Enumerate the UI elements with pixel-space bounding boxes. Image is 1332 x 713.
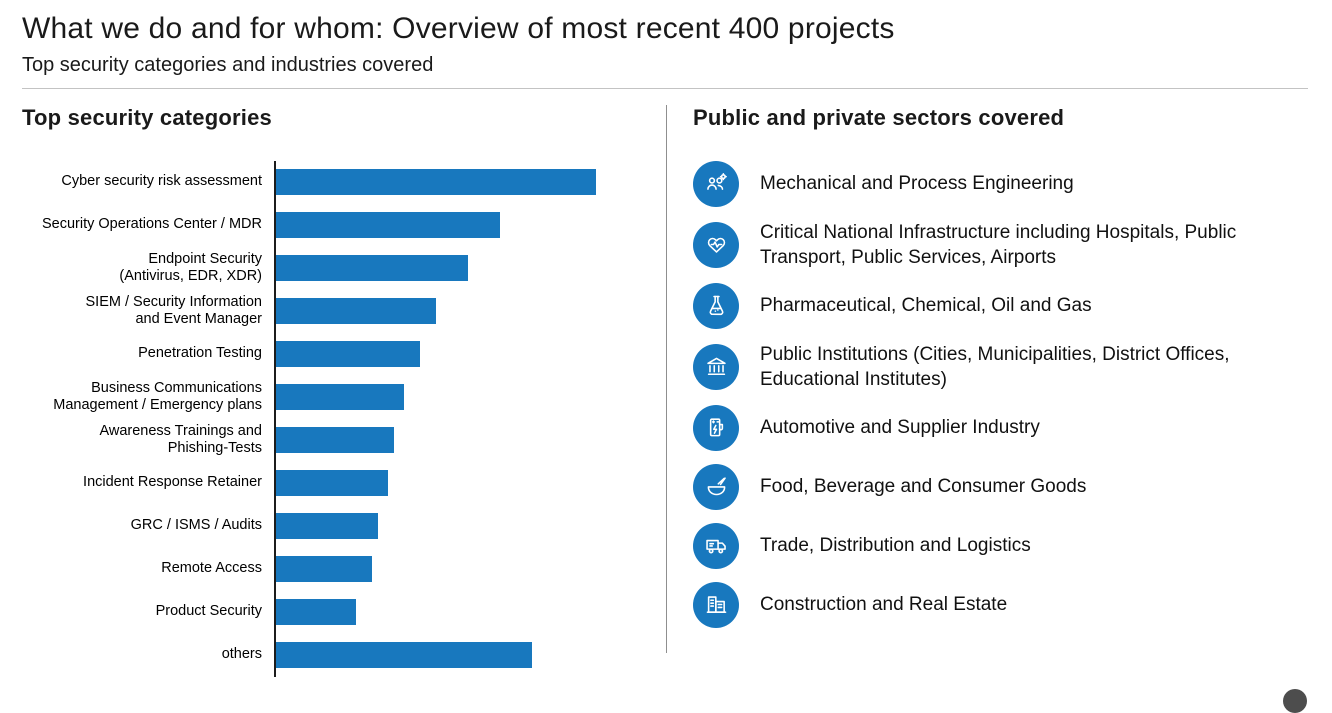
bar-track [274, 160, 596, 204]
chart-heading: Top security categories [22, 104, 272, 130]
bar [276, 642, 532, 668]
bar-track [274, 418, 596, 462]
bottom-right-logo-fragment [1283, 689, 1307, 713]
security-categories-section: Top security categories Cyber security r… [22, 104, 642, 677]
bar-row: Security Operations Center / MDR [22, 203, 642, 247]
sector-row: Mechanical and Process Engineering [693, 160, 1308, 207]
bar-track [274, 633, 596, 677]
sector-row: Trade, Distribution and Logistics [693, 522, 1308, 569]
bar-category-label: others [221, 646, 262, 663]
sector-label: Construction and Real Estate [760, 594, 1008, 616]
bar-category-label: Security Operations Center / MDR [42, 216, 262, 233]
bar [276, 212, 500, 238]
bar-row: Penetration Testing [22, 332, 642, 376]
sector-row: Pharmaceutical, Chemical, Oil and Gas [693, 282, 1308, 329]
sector-label: Automotive and Supplier Industry [760, 417, 1040, 439]
bar-track [274, 461, 596, 505]
bar [276, 470, 388, 496]
bar-track [274, 547, 596, 591]
bar-category-label: GRC / ISMS / Audits [130, 517, 262, 534]
bar-track [274, 375, 596, 419]
sector-label: Mechanical and Process Engineering [760, 172, 1074, 194]
bar-chart-rows: Cyber security risk assessment Security O… [22, 160, 642, 677]
sector-row: Food, Beverage and Consumer Goods [693, 463, 1308, 510]
bar-category-label: Awareness Trainings and Phishing-Tests [99, 422, 262, 456]
sector-label: Critical National Infrastructure includi… [760, 221, 1237, 268]
sector-label: Public Institutions (Cities, Municipalit… [760, 343, 1230, 390]
bar [276, 427, 395, 453]
sector-list: Mechanical and Process Engineering Critic… [693, 160, 1308, 641]
bar-row: Business Communications Management / Eme… [22, 375, 642, 419]
sector-label: Pharmaceutical, Chemical, Oil and Gas [760, 295, 1092, 317]
bar [276, 384, 404, 410]
bar-row: others [22, 633, 642, 677]
bar-category-label: Penetration Testing [138, 345, 262, 362]
sectors-heading: Public and private sectors covered [693, 104, 1065, 130]
sector-label: Food, Beverage and Consumer Goods [760, 476, 1087, 498]
heart-pulse-icon [693, 221, 739, 268]
content-columns: Top security categories Cyber security r… [22, 104, 1308, 677]
bar-row: Awareness Trainings and Phishing-Tests [22, 418, 642, 462]
header: What we do and for whom: Overview of mos… [22, 12, 1308, 89]
bank-icon [693, 343, 739, 390]
bar-track [274, 590, 596, 634]
bar-track [274, 246, 596, 290]
slide: What we do and for whom: Overview of mos… [22, 12, 1308, 677]
bar-track [274, 332, 596, 376]
bar-row: Cyber security risk assessment [22, 160, 642, 204]
column-divider [666, 104, 667, 653]
page-title: What we do and for whom: Overview of mos… [22, 12, 895, 45]
sector-row: Public Institutions (Cities, Municipalit… [693, 342, 1308, 392]
sector-row: Critical National Infrastructure includi… [693, 220, 1308, 270]
bar-category-label: Incident Response Retainer [83, 474, 262, 491]
bar-row: GRC / ISMS / Audits [22, 504, 642, 548]
bar [276, 341, 420, 367]
sector-label: Trade, Distribution and Logistics [760, 535, 1031, 557]
bar-track [274, 504, 596, 548]
bar [276, 556, 372, 582]
ev-charger-icon [693, 404, 739, 451]
sector-row: Construction and Real Estate [693, 581, 1308, 628]
bar-track [274, 203, 596, 247]
sectors-section: Public and private sectors covered Mecha… [667, 105, 1308, 653]
bar-category-label: Business Communications Management / Eme… [53, 379, 262, 413]
page-subtitle: Top security categories and industries c… [22, 53, 434, 76]
bar-category-label: Cyber security risk assessment [61, 173, 262, 190]
delivery-truck-icon [693, 522, 739, 569]
bar-category-label: Endpoint Security (Antivirus, EDR, XDR) [119, 250, 262, 284]
bar [276, 169, 596, 195]
buildings-icon [693, 581, 739, 628]
bar-row: Remote Access [22, 547, 642, 591]
header-divider [22, 87, 1308, 89]
bar [276, 599, 356, 625]
bar [276, 513, 379, 539]
bar-category-label: Product Security [155, 603, 262, 620]
bar [276, 298, 436, 324]
sector-row: Automotive and Supplier Industry [693, 404, 1308, 451]
people-gear-icon [693, 160, 739, 207]
food-bowl-icon [693, 463, 739, 510]
flask-icon [693, 282, 739, 329]
bar [276, 255, 468, 281]
bar-row: Endpoint Security (Antivirus, EDR, XDR) [22, 246, 642, 290]
bar-row: Incident Response Retainer [22, 461, 642, 505]
bar-track [274, 289, 596, 333]
bar-category-label: Remote Access [161, 560, 262, 577]
bar-chart: Cyber security risk assessment Security O… [22, 160, 642, 677]
bar-row: SIEM / Security Information and Event Ma… [22, 289, 642, 333]
bar-row: Product Security [22, 590, 642, 634]
bar-category-label: SIEM / Security Information and Event Ma… [85, 293, 262, 327]
